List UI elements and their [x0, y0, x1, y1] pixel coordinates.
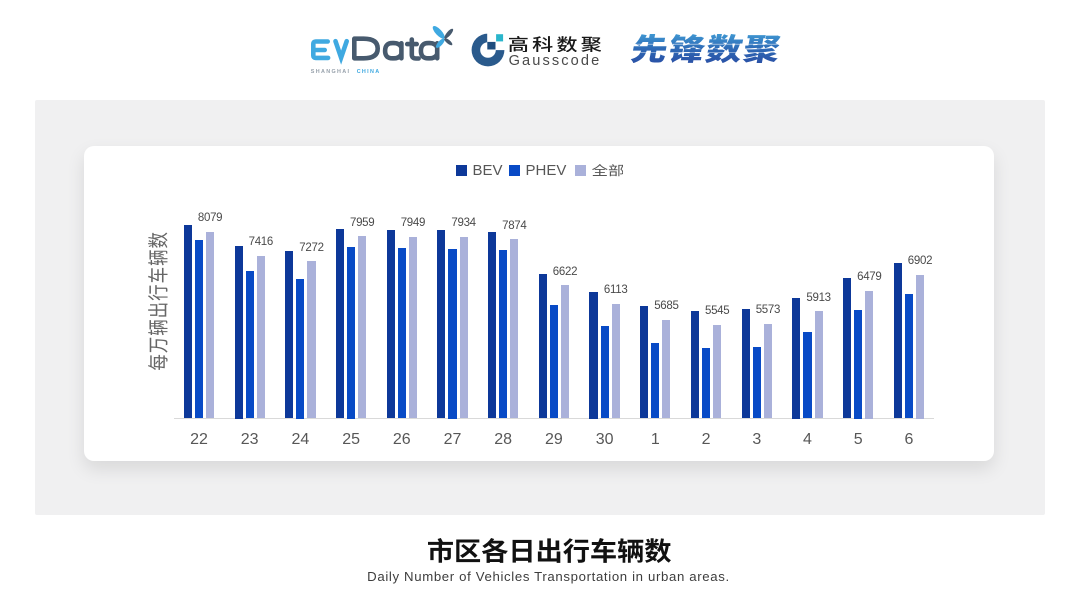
svg-text:SHANGHAI: SHANGHAI — [311, 69, 351, 75]
svg-text:CHINA: CHINA — [357, 69, 381, 75]
